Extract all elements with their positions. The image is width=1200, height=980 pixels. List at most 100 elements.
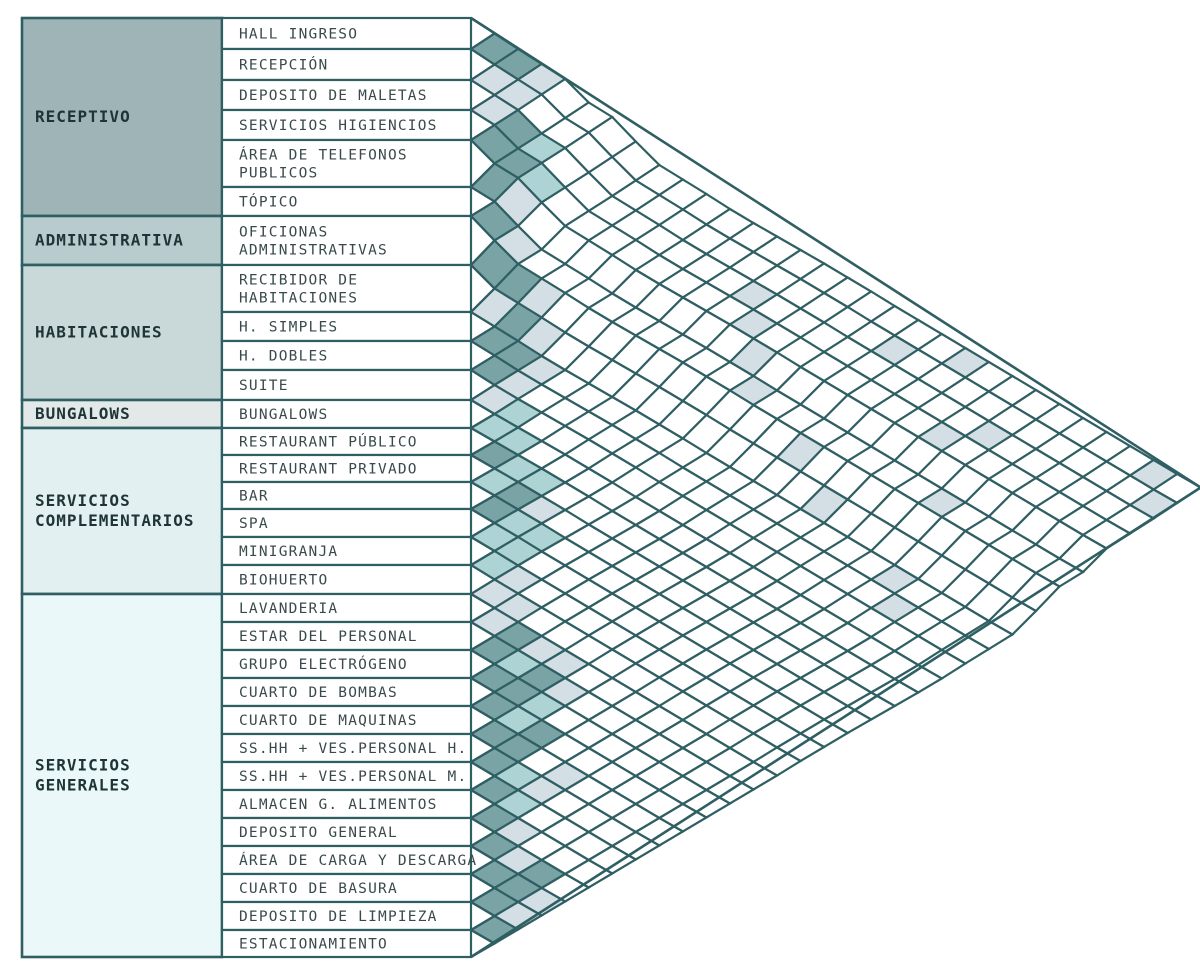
space-label: MINIGRANJA [239, 544, 338, 560]
matrix-edge-cell [470, 677, 497, 707]
matrix-edge-cell [470, 733, 497, 763]
matrix-edge-cell [470, 481, 497, 510]
matrix-edge-cell [470, 369, 497, 401]
group-label: HABITACIONES [35, 323, 163, 342]
group-cell [20, 263, 224, 402]
space-label: ESTACIONAMIENTO [239, 937, 388, 953]
space-label: SS.HH + VES.PERSONAL H. [239, 741, 467, 757]
matrix-cells [468, 32, 1200, 945]
space-cell [220, 310, 473, 343]
space-label: RECIBIDOR DE HABITACIONES [239, 273, 358, 307]
matrix-edge-cell [470, 427, 497, 456]
space-label: RESTAURANT PRIVADO [239, 462, 418, 478]
space-cell [220, 507, 473, 539]
matrix-edge-cell [470, 186, 497, 217]
space-label: ESTAR DEL PERSONAL [239, 629, 418, 645]
space-cell [220, 563, 473, 596]
space-cell [220, 648, 473, 680]
space-label: DEPOSITO GENERAL [239, 825, 398, 841]
space-cell [220, 453, 473, 484]
space-cell [220, 339, 473, 372]
group-label: SERVICIOS COMPLEMENTARIOS [35, 491, 195, 530]
space-label: H. DOBLES [239, 349, 328, 365]
group-cell [20, 16, 224, 218]
matrix-edge-cell [470, 399, 497, 429]
group-cell [20, 592, 224, 959]
space-label: SUITE [239, 378, 289, 394]
space-label: TÓPICO [239, 193, 299, 211]
space-label: CUARTO DE BASURA [239, 881, 398, 897]
group-label: ADMINISTRATIVA [35, 231, 184, 250]
space-label: SERVICIOS HIGIENCIOS [239, 118, 438, 134]
space-label: GRUPO ELECTRÓGENO [239, 655, 408, 673]
space-label: HALL INGRESO [239, 27, 358, 43]
group-label: BUNGALOWS [35, 404, 131, 423]
space-label: BIOHUERTO [239, 573, 328, 589]
space-cell [220, 108, 473, 142]
group-label: SERVICIOS GENERALES [35, 756, 131, 795]
matrix-edge-cell [470, 508, 497, 538]
space-cell [220, 844, 473, 876]
space-label: ÁREA DE CARGA Y DESCARGA [239, 852, 477, 869]
space-label: BUNGALOWS [239, 407, 328, 423]
space-label: LAVANDERIA [239, 601, 338, 617]
space-cell [220, 480, 473, 511]
matrix-edge-cell [470, 873, 497, 903]
space-cell [220, 816, 473, 848]
space-label: H. SIMPLES [239, 320, 338, 336]
matrix-edge-cell [470, 649, 497, 679]
space-label: ALMACEN G. ALIMENTOS [239, 797, 438, 813]
matrix-edge-cell [470, 311, 497, 342]
space-label: SPA [239, 516, 269, 532]
space-cell [220, 263, 473, 314]
space-cell [220, 535, 473, 567]
space-label: RECEPCIÓN [239, 56, 328, 74]
matrix-edge-cell [470, 901, 497, 931]
space-cell [220, 185, 473, 218]
space-cell [220, 620, 473, 652]
matrix-edge-cell [470, 454, 497, 483]
space-label: DEPOSITO DE LIMPIEZA [239, 909, 438, 925]
matrix-edge-cell [470, 215, 497, 266]
space-label: SS.HH + VES.PERSONAL M. [239, 769, 467, 785]
space-column: HALL INGRESO RECEPCIÓN DEPOSITO DE MALETAS… [220, 16, 477, 959]
space-cell [220, 676, 473, 708]
space-cell [220, 760, 473, 792]
space-label: OFICIONAS ADMINISTRATIVAS [239, 225, 388, 259]
group-cell [20, 214, 224, 267]
space-cell [220, 592, 473, 624]
space-cell [220, 47, 473, 82]
matrix-edge-cell [470, 264, 497, 313]
space-cell [220, 398, 473, 430]
matrix-edge-cell [470, 817, 497, 847]
matrix-edge-cell [470, 79, 497, 111]
space-cell [220, 900, 473, 932]
matrix-edge-cell [470, 789, 497, 819]
matrix-edge-cell [470, 845, 497, 875]
space-label: DEPOSITO DE MALETAS [239, 88, 428, 104]
matrix-edge-cell [470, 139, 497, 188]
matrix-edge-cell [470, 109, 497, 141]
space-label: RESTAURANT PÚBLICO [239, 433, 418, 451]
group-cell [20, 426, 224, 596]
space-label: CUARTO DE BOMBAS [239, 685, 398, 701]
matrix-edge-cell [470, 761, 497, 791]
space-label: ÁREA DE TELEFONOS PUBLICOS [239, 147, 408, 182]
matrix-edge-cell [470, 340, 497, 371]
space-label: CUARTO DE MAQUINAS [239, 713, 418, 729]
space-cell [220, 368, 473, 402]
matrix-edge-cell [470, 48, 497, 81]
matrix-edge-cell [470, 564, 497, 595]
group-label: RECEPTIVO [35, 107, 131, 126]
group-column: RECEPTIVO ADMINISTRATIVA HABITACIONES BUNGA… [20, 16, 224, 959]
matrix-edge-cell [470, 593, 497, 623]
matrix-edge-cell [470, 929, 497, 958]
matrix-outline [470, 16, 1200, 959]
matrix-edge-cell [470, 17, 497, 50]
space-cell [220, 214, 473, 267]
space-cell [220, 426, 473, 457]
matrix-edge-cell [470, 621, 497, 651]
space-cell [220, 138, 473, 189]
